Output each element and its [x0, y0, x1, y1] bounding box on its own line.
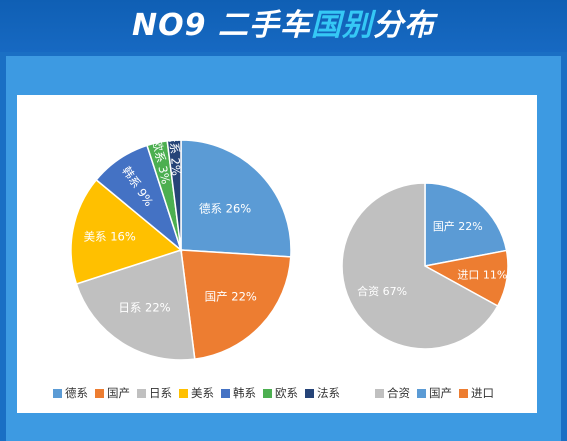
- pie-0-slice-0: [180, 139, 292, 258]
- legend-swatch: [53, 388, 62, 398]
- legend-swatch: [95, 388, 104, 398]
- legend-label: 美系: [191, 386, 214, 400]
- legend-item-0-3: 美系: [179, 385, 214, 401]
- legend-swatch: [459, 388, 468, 398]
- legend-label: 韩系: [233, 386, 256, 400]
- pie-1-label-2: 合资 67%: [357, 284, 407, 298]
- title-prefix: NO9 二手车: [132, 8, 311, 43]
- title-highlight: 国别: [310, 8, 373, 43]
- legend-item-0-6: 法系: [305, 385, 340, 401]
- legend-item-0-0: 德系: [53, 385, 88, 401]
- title-suffix: 分布: [372, 8, 435, 43]
- header-bar: NO9 二手车国别分布: [0, 0, 567, 52]
- legend-swatch: [417, 388, 426, 398]
- legend-item-0-2: 日系: [137, 385, 172, 401]
- legend-swatch: [179, 388, 188, 398]
- pie-0-label-0: 德系 26%: [199, 202, 251, 216]
- legend-label: 日系: [149, 386, 172, 400]
- legend-item-1-0: 国产: [417, 385, 452, 401]
- legend-swatch: [263, 388, 272, 398]
- legend-item-1-1: 进口: [459, 385, 494, 401]
- pie-0-label-1: 国产 22%: [205, 290, 257, 304]
- pie-1-slice-0: [424, 182, 508, 267]
- legend-label: 国产: [429, 386, 452, 400]
- legend-item-0-1: 国产: [95, 385, 130, 401]
- pie-1-label-1: 进口 11%: [457, 269, 507, 282]
- pie-0-slice-2: [75, 249, 196, 361]
- legend-label: 进口: [471, 386, 494, 400]
- pie-0-label-6: 法系 2%: [167, 131, 184, 177]
- legend-swatch: [305, 388, 314, 398]
- pie-0-slice-1: [180, 249, 292, 360]
- legend-label: 德系: [65, 386, 88, 400]
- pie-0-label-2: 日系 22%: [118, 301, 170, 315]
- legend-item-0-5: 欧系: [263, 385, 298, 401]
- legend-label: 合资: [387, 386, 410, 400]
- legend-label: 欧系: [275, 386, 298, 400]
- pie-1-label-0: 国产 22%: [433, 219, 483, 233]
- legend-swatch: [221, 388, 230, 398]
- pie-0-label-3: 美系 16%: [84, 229, 136, 243]
- page-title: NO9 二手车国别分布: [0, 3, 567, 49]
- pie-1-slice-2: [341, 182, 499, 350]
- legend-label: 法系: [317, 386, 340, 400]
- legend-swatch: [375, 388, 384, 398]
- pie-0-slice-3: [70, 178, 183, 285]
- legend-swatch: [137, 388, 146, 398]
- pie-0-slice-6: [166, 139, 182, 251]
- legend-type-chart: 合资 国产 进口: [375, 384, 501, 402]
- legend-label: 国产: [107, 386, 130, 400]
- legend-item-0-4: 韩系: [221, 385, 256, 401]
- legend-origin-chart: 德系 国产 日系 美系 韩系 欧系 法系: [53, 384, 347, 402]
- legend-item-1-2: 合资: [375, 385, 410, 401]
